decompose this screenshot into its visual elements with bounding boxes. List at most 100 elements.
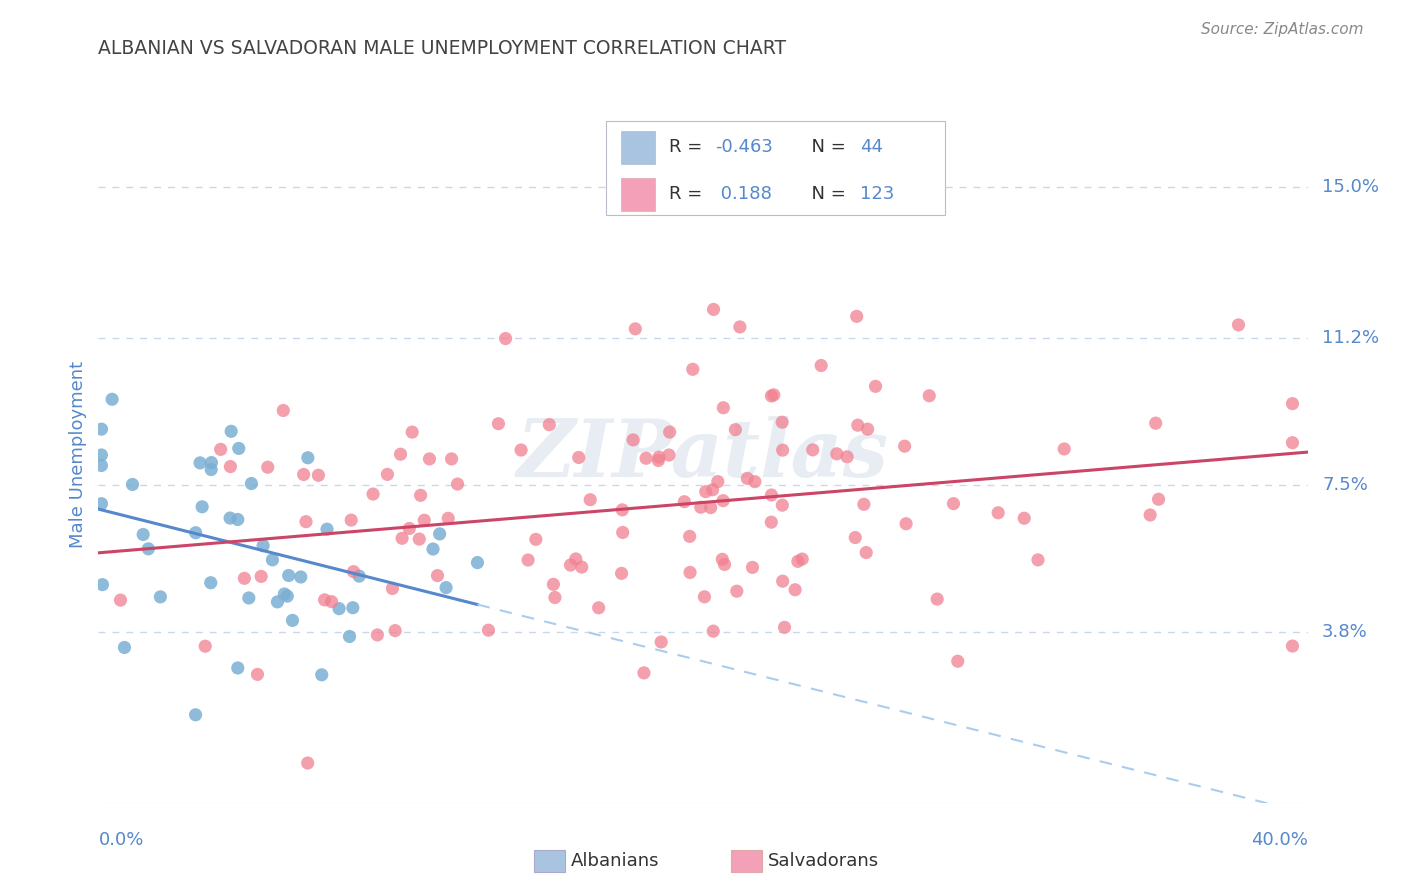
Point (328, 601, 350, 615)
Text: -0.463: -0.463 (716, 138, 773, 156)
Point (724, 423, 747, 437)
Point (311, 668, 333, 682)
Point (266, 595, 288, 609)
Point (927, 592, 949, 607)
Point (786, 554, 808, 568)
Point (200, 575, 222, 590)
Text: Albanians: Albanians (571, 852, 659, 870)
Point (101, 392, 124, 407)
Point (271, 403, 294, 417)
Point (467, 556, 489, 570)
Point (568, 450, 591, 465)
Point (517, 553, 540, 567)
Point (647, 453, 669, 467)
Point (191, 500, 214, 514)
Point (121, 477, 143, 491)
Text: R =: R = (669, 138, 709, 156)
Point (737, 471, 759, 485)
Point (865, 379, 887, 393)
Y-axis label: Male Unemployment: Male Unemployment (69, 361, 87, 549)
Point (495, 332, 517, 346)
Text: Source: ZipAtlas.com: Source: ZipAtlas.com (1201, 22, 1364, 37)
Point (728, 320, 751, 334)
Point (434, 581, 457, 595)
Text: 0.0%: 0.0% (98, 830, 143, 848)
Point (610, 566, 633, 581)
Text: ZIPatlas: ZIPatlas (517, 417, 889, 493)
Point (942, 497, 965, 511)
Point (741, 560, 763, 574)
Point (188, 456, 211, 470)
Point (1281, 397, 1303, 411)
Point (440, 451, 463, 466)
Point (138, 541, 160, 556)
Point (1281, 435, 1303, 450)
Point (226, 512, 249, 526)
Point (773, 620, 796, 634)
Point (894, 516, 917, 531)
Text: N =: N = (800, 138, 851, 156)
Point (384, 624, 406, 638)
Text: N =: N = (800, 186, 851, 203)
Point (855, 545, 877, 559)
Point (711, 493, 734, 508)
Point (711, 401, 734, 415)
Point (246, 667, 269, 681)
Point (228, 442, 250, 456)
Point (893, 439, 915, 453)
Point (342, 600, 364, 615)
Point (321, 595, 343, 609)
Point (772, 574, 794, 589)
Point (1139, 508, 1161, 522)
Point (1053, 442, 1076, 456)
Point (486, 417, 509, 431)
Point (846, 418, 869, 433)
Point (408, 532, 430, 546)
Point (110, 593, 132, 607)
Text: R =: R = (669, 186, 709, 203)
Point (209, 442, 232, 457)
Point (219, 511, 242, 525)
Text: 123: 123 (860, 186, 894, 203)
Point (377, 467, 399, 482)
Point (132, 527, 155, 541)
Point (233, 571, 256, 585)
Point (276, 589, 298, 603)
Point (446, 477, 468, 491)
FancyBboxPatch shape (606, 121, 945, 215)
Point (398, 521, 420, 535)
Text: 40.0%: 40.0% (1251, 830, 1308, 848)
Point (238, 591, 260, 605)
Point (856, 422, 879, 436)
Text: 11.2%: 11.2% (1322, 328, 1379, 347)
Point (624, 322, 647, 336)
Point (429, 527, 451, 541)
Point (297, 450, 319, 465)
Point (252, 539, 274, 553)
Point (785, 582, 807, 597)
Point (579, 492, 602, 507)
Point (437, 511, 460, 525)
Point (693, 590, 716, 604)
Point (918, 389, 941, 403)
Point (256, 460, 278, 475)
Point (845, 310, 868, 324)
Point (361, 487, 384, 501)
Point (194, 639, 217, 653)
Point (810, 359, 832, 373)
Point (297, 756, 319, 770)
Point (679, 529, 702, 543)
Point (340, 513, 363, 527)
Text: 3.8%: 3.8% (1322, 623, 1368, 640)
Point (711, 552, 734, 566)
Point (852, 497, 875, 511)
Point (699, 500, 721, 515)
Point (91, 577, 114, 591)
Point (250, 569, 273, 583)
Point (682, 362, 704, 376)
Point (240, 476, 263, 491)
Point (347, 569, 370, 583)
Point (1144, 416, 1167, 430)
Point (418, 451, 440, 466)
Point (538, 417, 561, 432)
